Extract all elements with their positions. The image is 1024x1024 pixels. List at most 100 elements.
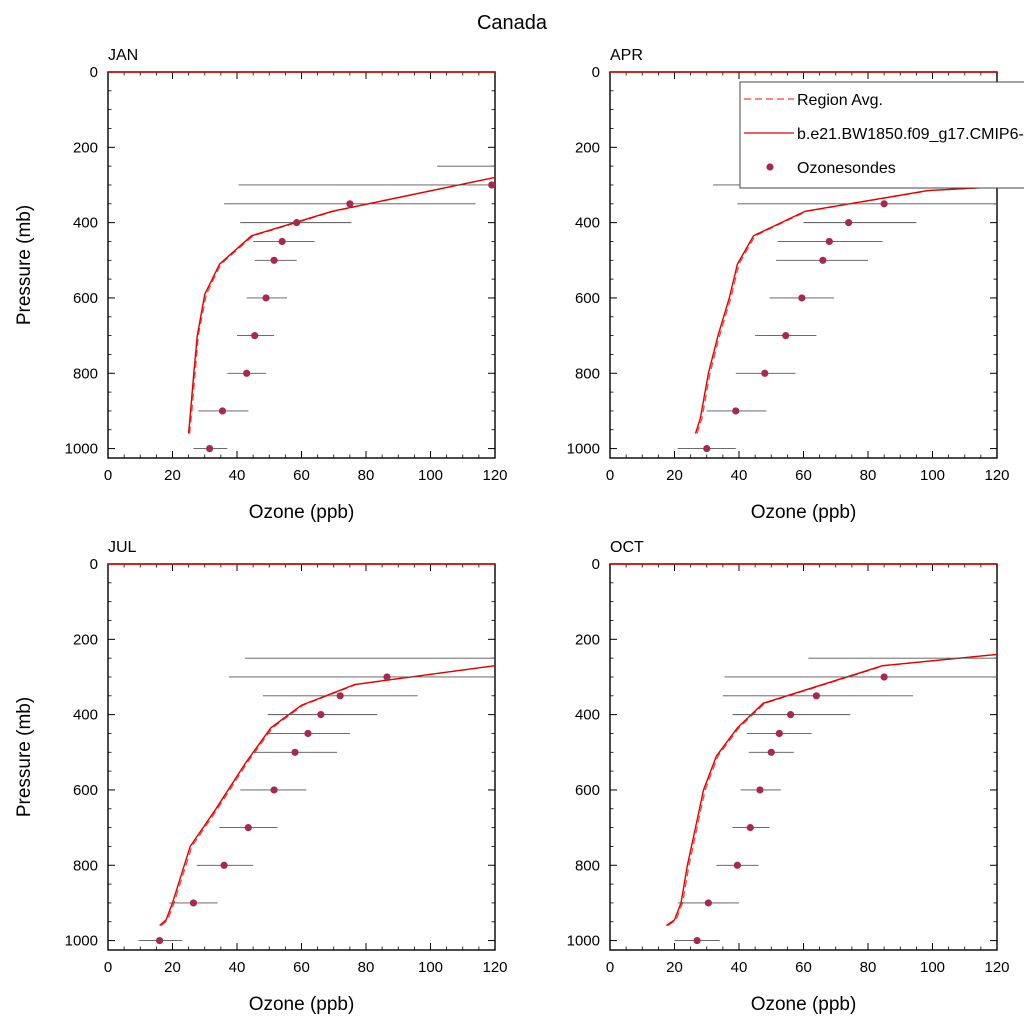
ozonesonde-point	[346, 200, 354, 208]
x-tick-label: 0	[104, 959, 112, 976]
panel-2: 0 20 40 60 80 100 120 0 200 400 600 800 1000 JUL Ozone…	[14, 539, 508, 1015]
x-tick-label: 40	[731, 467, 748, 484]
legend-label: Region Avg.	[797, 92, 883, 109]
data-layer	[610, 71, 997, 453]
ozonesonde-point	[767, 748, 775, 756]
ozonesonde-point	[189, 899, 198, 907]
x-axis-label: Ozone (ppb)	[249, 994, 355, 1015]
ozonesonde-point	[243, 369, 251, 377]
legend: Region Avg. b.e21.BW1850.f09_g17.CMIP6-pi…	[739, 81, 1024, 189]
y-tick-label: 200	[73, 139, 98, 156]
ozonesonde-point	[278, 237, 286, 246]
plot-frame	[609, 563, 998, 951]
ozonesonde-point	[293, 219, 301, 227]
x-tick-label: 120	[482, 959, 507, 976]
panel-title: JAN	[108, 47, 138, 64]
figure-title: Canada	[477, 12, 548, 34]
ozonesonde-point	[746, 824, 754, 832]
x-tick-label: 20	[164, 467, 181, 484]
y-tick-label: 200	[73, 631, 98, 648]
data-layer	[610, 563, 997, 945]
ozonesonde-point	[703, 444, 711, 453]
x-tick-label: 80	[358, 467, 375, 484]
ozonesonde-point	[880, 673, 888, 681]
ozonesonde-point	[336, 692, 344, 700]
y-tick-label: 600	[73, 782, 98, 799]
ozonesonde-point	[270, 786, 278, 794]
y-tick-label: 600	[575, 782, 600, 799]
y-tick-label: 1000	[65, 933, 98, 950]
x-tick-label: 120	[482, 467, 507, 484]
y-tick-label: 0	[592, 64, 600, 81]
y-tick-label: 1000	[65, 441, 98, 458]
y-tick-label: 1000	[567, 933, 600, 950]
ozonesonde-point	[798, 294, 806, 302]
legend-swatch	[766, 163, 774, 171]
plot-frame	[107, 563, 496, 951]
model-line	[187, 176, 495, 434]
y-tick-label: 0	[90, 64, 98, 81]
x-tick-label: 120	[984, 467, 1009, 484]
ozonesonde-point	[205, 444, 214, 453]
y-tick-label: 600	[73, 290, 98, 307]
panel-title: APR	[610, 47, 643, 64]
ozonesonde-point	[761, 369, 769, 377]
ozonesonde-point	[317, 711, 325, 719]
ozonesonde-point	[787, 711, 795, 719]
x-tick-label: 80	[860, 959, 877, 976]
y-tick-label: 400	[73, 707, 98, 724]
plot-frame	[107, 71, 496, 459]
y-tick-label: 0	[90, 556, 98, 573]
region-avg-line	[160, 665, 495, 926]
ozonesonde-point	[220, 861, 228, 869]
x-tick-label: 80	[860, 467, 877, 484]
x-tick-label: 20	[666, 467, 683, 484]
x-tick-label: 40	[229, 467, 246, 484]
x-tick-label: 40	[731, 959, 748, 976]
x-tick-label: 60	[795, 467, 812, 484]
x-axis-label: Ozone (ppb)	[249, 502, 355, 523]
ozonesonde-point	[756, 786, 764, 794]
y-tick-label: 0	[592, 556, 600, 573]
ozonesonde-point	[812, 692, 821, 700]
model-line	[159, 665, 495, 927]
ozonesonde-point	[845, 219, 853, 227]
ozonesonde-point	[488, 181, 495, 189]
ozonesonde-point	[704, 899, 712, 907]
x-tick-label: 0	[104, 467, 112, 484]
data-layer	[108, 563, 495, 945]
model-line	[666, 653, 997, 927]
ozonesonde-point	[733, 861, 741, 869]
y-tick-label: 600	[575, 290, 600, 307]
ozonesonde-point	[732, 407, 740, 415]
y-axis-label: Pressure (mb)	[14, 205, 35, 325]
y-tick-label: 800	[575, 857, 600, 874]
ozonesonde-point	[880, 200, 888, 208]
y-tick-label: 800	[73, 857, 98, 874]
x-tick-label: 60	[293, 959, 310, 976]
x-tick-label: 40	[229, 959, 246, 976]
x-axis-label: Ozone (ppb)	[751, 502, 857, 523]
ozonesonde-point	[693, 936, 701, 945]
x-axis-label: Ozone (ppb)	[751, 994, 857, 1015]
region-avg-line	[667, 653, 997, 926]
y-tick-label: 200	[575, 139, 600, 156]
ozonesonde-point	[262, 294, 270, 302]
panel-0: 0 20 40 60 80 100 120 0 200 400 600 800 1000 JAN Ozone…	[14, 47, 508, 523]
x-tick-label: 0	[606, 959, 614, 976]
panel-title: JUL	[108, 539, 137, 556]
y-tick-label: 400	[575, 707, 600, 724]
ozonesonde-point	[251, 332, 259, 340]
x-tick-label: 100	[920, 959, 945, 976]
x-tick-label: 60	[795, 959, 812, 976]
ozonesonde-point	[156, 936, 164, 945]
panel-title: OCT	[610, 539, 644, 556]
y-axis-label: Pressure (mb)	[14, 697, 35, 817]
ozonesonde-point	[775, 729, 783, 738]
x-tick-label: 100	[418, 959, 443, 976]
x-tick-label: 60	[293, 467, 310, 484]
y-tick-label: 400	[575, 215, 600, 232]
legend-box	[739, 81, 1024, 189]
x-tick-label: 100	[418, 467, 443, 484]
